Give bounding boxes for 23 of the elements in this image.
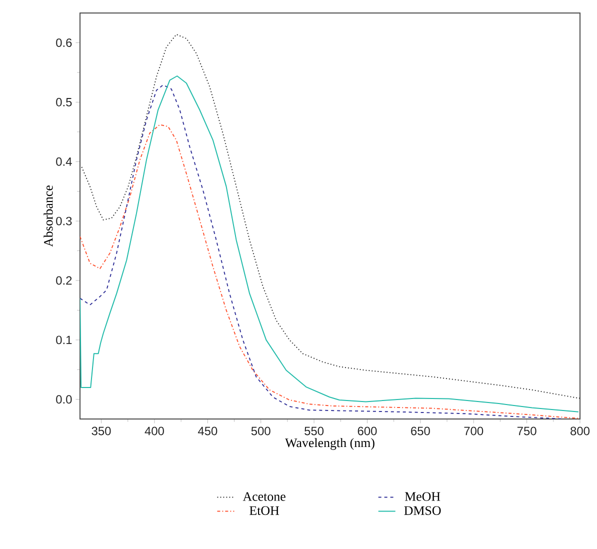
x-tick-label: 450	[198, 426, 218, 436]
x-tick-label: 500	[251, 426, 270, 436]
x-tick-label: 700	[464, 426, 484, 436]
x-tick-label: 800	[570, 426, 590, 436]
y-tick-label: 0.4	[56, 157, 72, 166]
y-tick-label: 0.5	[56, 98, 72, 106]
y-tick-label: 0.0	[56, 395, 72, 404]
legend-label: Acetone	[242, 492, 286, 501]
y-tick-label: 0.6	[56, 38, 72, 47]
x-tick-label: 600	[358, 426, 377, 436]
legend-label: MeOH	[404, 492, 440, 501]
x-tick-label: 750	[517, 426, 536, 436]
y-axis-title: Absorbance	[44, 186, 53, 247]
y-tick-label: 0.2	[56, 276, 72, 285]
x-tick-label: 650	[411, 426, 430, 436]
legend-label: EtOH	[250, 506, 280, 515]
x-tick-label: 550	[304, 426, 324, 436]
y-tick-label: 0.3	[56, 216, 72, 226]
y-tick-label: 0.1	[56, 336, 72, 344]
x-tick-label: 400	[144, 426, 164, 436]
legend-label: DMSO	[404, 506, 441, 515]
x-tick-label: 350	[92, 426, 111, 436]
x-axis-title: Wavelength (nm)	[285, 438, 374, 450]
